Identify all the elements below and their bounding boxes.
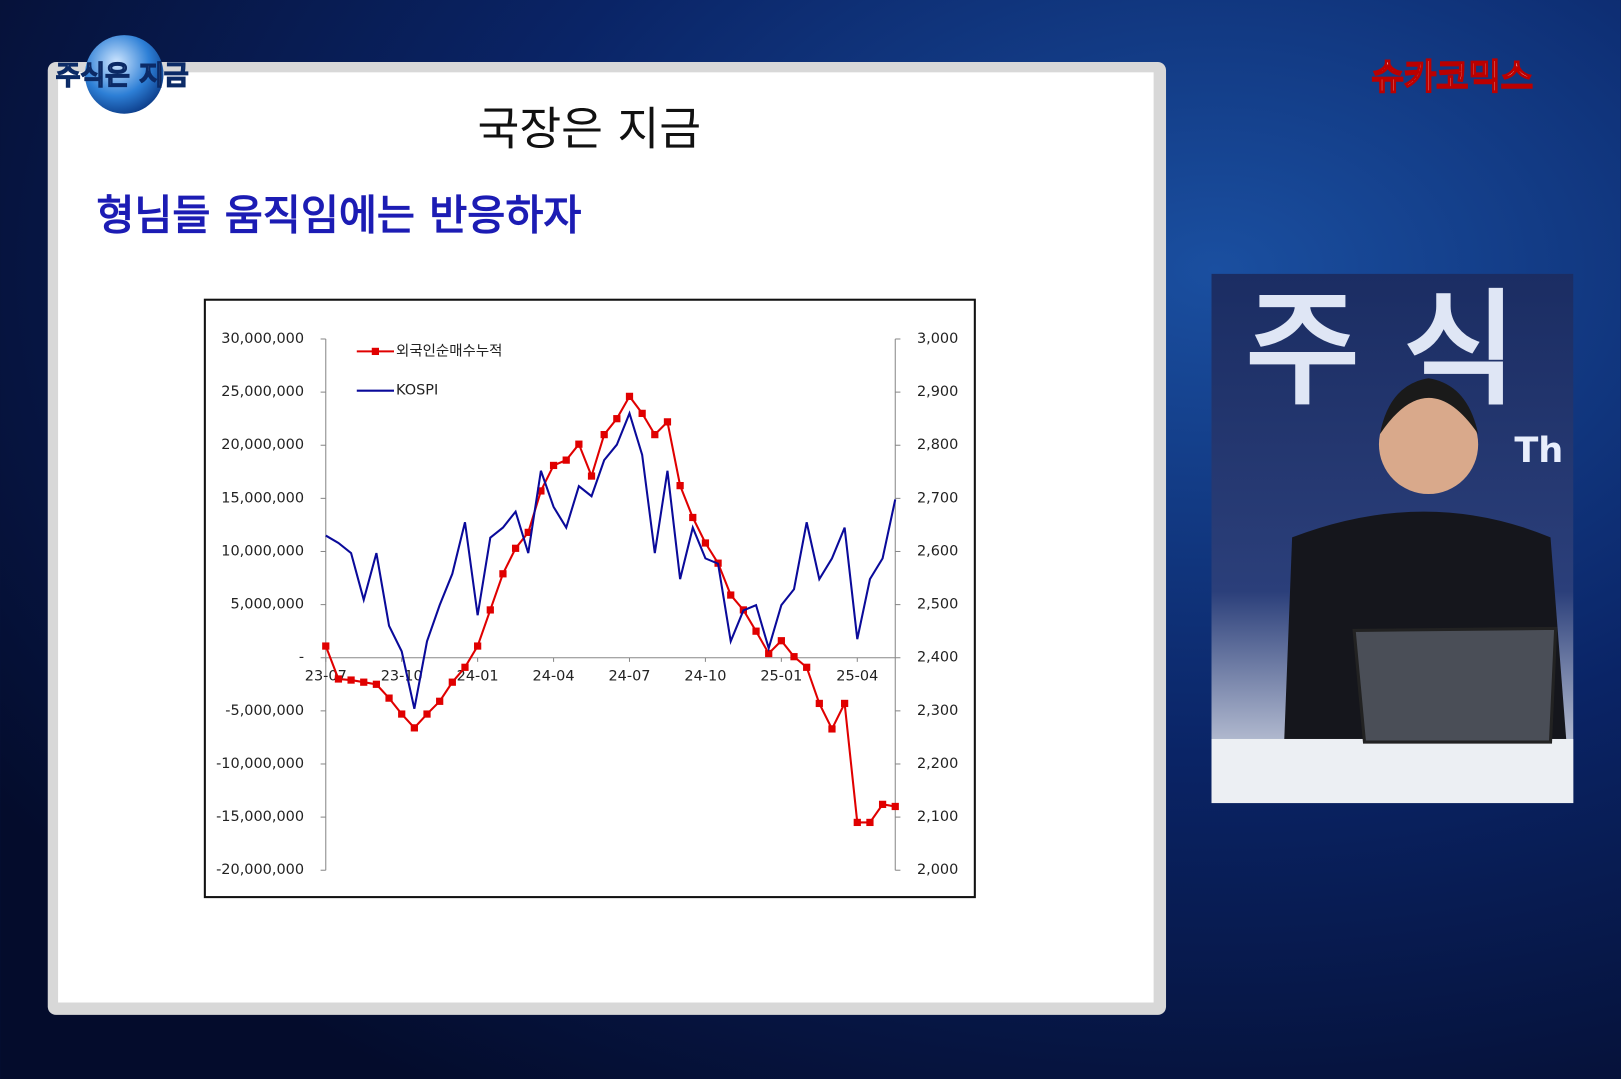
legend-marker <box>371 347 380 356</box>
y-tick-label: -15,000,000 <box>216 809 304 825</box>
y-tick-label: -10,000,000 <box>216 756 304 772</box>
point-marker <box>372 680 381 688</box>
x-tick-label: 25-04 <box>836 668 878 684</box>
desk <box>1211 738 1574 804</box>
point-marker <box>511 544 520 552</box>
x-tick-label: 23-10 <box>381 668 423 684</box>
chart: -20,000,000-15,000,000-10,000,000-5,000,… <box>216 331 958 878</box>
x-tick-label: 25-01 <box>760 668 802 684</box>
y-tick-label: -5,000,000 <box>225 703 304 719</box>
point-marker <box>587 472 596 480</box>
point-marker <box>486 606 494 614</box>
point-marker <box>638 409 646 417</box>
slide-title: 국장은 지금 <box>478 103 702 156</box>
point-marker <box>676 481 684 490</box>
point-marker <box>613 415 621 423</box>
show-logo: 주식은 지금 <box>56 61 189 92</box>
point-marker <box>360 678 368 686</box>
y-tick-label: - <box>299 650 304 666</box>
point-marker <box>499 570 507 578</box>
logo-globe <box>84 35 164 114</box>
channel-logo: 슈카코믹스 <box>1372 57 1534 98</box>
slide-subtitle: 형님들 움직임에는 반응하자 <box>96 191 581 239</box>
point-marker <box>878 800 887 808</box>
point-marker <box>866 818 874 827</box>
y-tick-label: 20,000,000 <box>221 437 304 453</box>
series-line <box>324 394 896 824</box>
point-marker <box>562 456 570 464</box>
point-marker <box>651 431 659 439</box>
laptop <box>1352 626 1558 744</box>
y-tick-label: 15,000,000 <box>221 490 304 506</box>
point-marker <box>474 642 482 650</box>
point-marker <box>385 694 393 702</box>
y2-tick-label: 3,000 <box>917 331 958 347</box>
point-marker <box>701 539 710 547</box>
point-marker <box>891 802 899 811</box>
series-line <box>325 410 897 709</box>
chart-frame <box>203 298 976 899</box>
y2-tick-label: 2,600 <box>917 543 958 559</box>
x-tick-label: 24-07 <box>608 668 650 684</box>
presenter-hair <box>1379 378 1479 435</box>
y2-tick-label: 2,200 <box>917 756 958 772</box>
point-marker <box>790 653 798 661</box>
x-tick-label: 24-01 <box>457 668 499 684</box>
point-marker <box>663 418 672 426</box>
y2-tick-label: 2,300 <box>917 703 958 719</box>
x-tick-label: 24-04 <box>533 668 575 684</box>
point-marker <box>575 440 583 448</box>
backdrop-sub: Th <box>1514 430 1563 471</box>
point-marker <box>815 699 823 708</box>
point-marker <box>727 591 735 599</box>
point-marker <box>689 513 697 522</box>
point-marker <box>828 725 836 733</box>
point-marker <box>537 487 545 495</box>
y-tick-label: 25,000,000 <box>221 384 304 400</box>
point-marker <box>334 675 343 683</box>
y2-tick-label: 2,400 <box>917 650 958 666</box>
y-tick-label: 30,000,000 <box>221 331 304 347</box>
point-marker <box>322 642 330 650</box>
point-marker <box>410 724 418 732</box>
point-marker <box>436 697 444 705</box>
y2-tick-label: 2,800 <box>917 437 958 453</box>
point-marker <box>777 637 785 645</box>
point-marker <box>448 678 456 686</box>
y2-tick-label: 2,000 <box>917 862 958 878</box>
point-marker <box>423 710 431 718</box>
point-marker <box>524 528 532 536</box>
point-marker <box>549 461 558 470</box>
presenter-head <box>1378 394 1479 495</box>
backdrop-text: 주 식 <box>1246 279 1517 423</box>
y-tick-label: 10,000,000 <box>221 543 304 559</box>
point-marker <box>347 676 355 684</box>
y-tick-label: 5,000,000 <box>231 597 305 613</box>
point-marker <box>600 431 608 439</box>
point-marker <box>853 818 861 827</box>
point-marker <box>398 710 406 718</box>
point-marker <box>625 392 634 400</box>
y-tick-label: -20,000,000 <box>216 862 304 878</box>
point-marker <box>841 699 849 708</box>
point-marker <box>803 663 811 671</box>
y2-tick-label: 2,900 <box>917 384 958 400</box>
point-marker <box>461 663 469 671</box>
point-marker <box>752 627 760 635</box>
y2-tick-label: 2,500 <box>917 597 958 613</box>
y2-tick-label: 2,100 <box>917 809 958 825</box>
y2-tick-label: 2,700 <box>917 490 958 506</box>
point-marker <box>765 649 773 658</box>
legend-label: 외국인순매수누적 <box>396 342 502 359</box>
legend-label: KOSPI <box>396 383 438 399</box>
x-tick-label: 24-10 <box>684 668 726 684</box>
